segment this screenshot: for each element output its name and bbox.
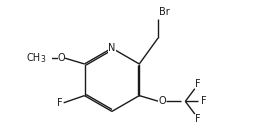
Text: Br: Br [160, 7, 170, 17]
Text: O: O [58, 53, 65, 63]
Text: O: O [158, 96, 166, 106]
Text: 3: 3 [41, 55, 45, 64]
Text: CH: CH [26, 53, 41, 63]
Text: F: F [201, 96, 207, 106]
Text: F: F [195, 79, 201, 89]
Text: F: F [195, 114, 201, 124]
Text: F: F [57, 98, 63, 108]
Text: N: N [108, 43, 116, 53]
